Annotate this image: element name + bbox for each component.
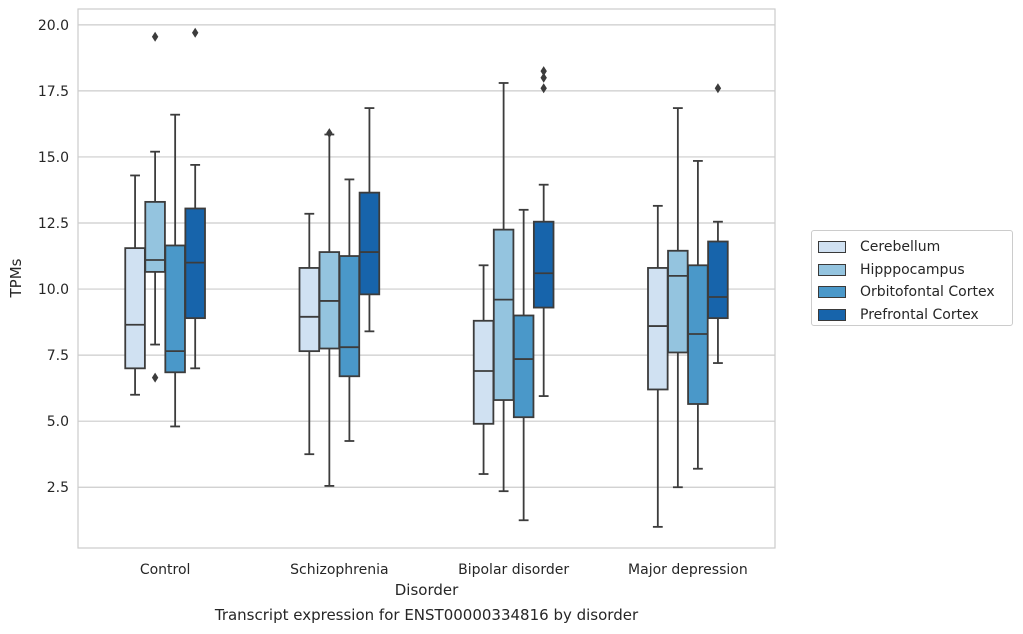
outlier-point <box>326 128 333 139</box>
box-cerebellum <box>124 174 146 396</box>
y-tick-label: 15.0 <box>38 150 69 166</box>
legend-item: Hipppocampus <box>818 259 1012 282</box>
outlier-point <box>540 66 547 77</box>
y-tick-label: 12.5 <box>38 216 69 232</box>
box-hipppocampus <box>144 31 166 383</box>
x-tick-label: Schizophrenia <box>290 562 388 578</box>
legend-swatch <box>818 308 846 321</box>
box-iqr <box>298 267 321 353</box>
outlier-point <box>191 27 199 38</box>
box-hipppocampus <box>492 82 515 493</box>
box-prefrontal-cortex <box>358 107 381 333</box>
y-tick-label: 10.0 <box>38 282 69 298</box>
box-iqr <box>647 267 669 391</box>
y-tick-label: 7.5 <box>47 348 69 364</box>
box-cerebellum <box>298 212 321 456</box>
legend-swatch <box>818 263 846 276</box>
box-orbitofontal-cortex <box>338 178 361 442</box>
box-iqr <box>472 319 495 425</box>
y-tick-label: 20.0 <box>38 18 69 34</box>
outlier-point <box>151 372 159 383</box>
x-tick-label: Control <box>140 562 191 578</box>
y-axis-title: TPMs <box>7 258 25 298</box>
box-orbitofontal-cortex <box>687 160 709 470</box>
box-orbitofontal-cortex <box>164 113 186 428</box>
box-hipppocampus <box>667 107 689 489</box>
box-prefrontal-cortex <box>707 83 729 364</box>
box-iqr <box>124 247 146 370</box>
y-tick-label: 5.0 <box>47 414 69 430</box>
box-hipppocampus <box>318 128 341 487</box>
plot-frame <box>77 8 776 549</box>
box-iqr <box>707 240 729 320</box>
legend-swatch <box>818 286 846 299</box>
legend-item: Cerebellum <box>818 236 1012 259</box>
box-prefrontal-cortex <box>184 27 206 370</box>
legend-swatch <box>818 241 846 254</box>
outlier-point <box>540 83 547 94</box>
x-axis-ticks: Control Schizophrenia Bipolar disorder Majo… <box>140 562 748 578</box>
x-axis-title: Disorder <box>395 581 459 599</box>
legend-label: Orbitofontal Cortex <box>860 284 995 301</box>
box-iqr <box>164 244 186 374</box>
box-iqr <box>667 249 689 354</box>
box-iqr <box>492 228 515 401</box>
box-iqr <box>338 255 361 378</box>
y-axis-ticks: 2.5 5.0 7.5 10.0 12.5 15.0 17.5 20.0 <box>38 18 69 496</box>
outlier-point <box>151 31 159 42</box>
outlier-point <box>540 72 547 83</box>
box-cerebellum <box>472 264 495 475</box>
box-iqr <box>532 220 555 309</box>
x-tick-label: Major depression <box>628 562 748 578</box>
y-tick-label: 17.5 <box>38 84 69 100</box>
box-prefrontal-cortex <box>532 66 555 397</box>
box-iqr <box>144 200 166 273</box>
chart-caption: Transcript expression for ENST0000033481… <box>214 606 639 624</box>
legend-item: Prefrontal Cortex <box>818 304 1012 327</box>
legend-label: Prefrontal Cortex <box>860 306 979 323</box>
outlier-point <box>714 83 722 94</box>
x-tick-label: Bipolar disorder <box>458 562 569 578</box>
box-series <box>124 27 729 528</box>
box-iqr <box>358 191 381 296</box>
y-tick-label: 2.5 <box>47 480 69 496</box>
box-orbitofontal-cortex <box>512 208 535 522</box>
box-cerebellum <box>647 204 669 528</box>
legend-label: Cerebellum <box>860 239 941 256</box>
legend: Cerebellum Hipppocampus Orbitofontal Corte… <box>811 230 1013 326</box>
legend-label: Hipppocampus <box>860 261 965 278</box>
box-iqr <box>512 314 535 419</box>
legend-item: Orbitofontal Cortex <box>818 281 1012 304</box>
